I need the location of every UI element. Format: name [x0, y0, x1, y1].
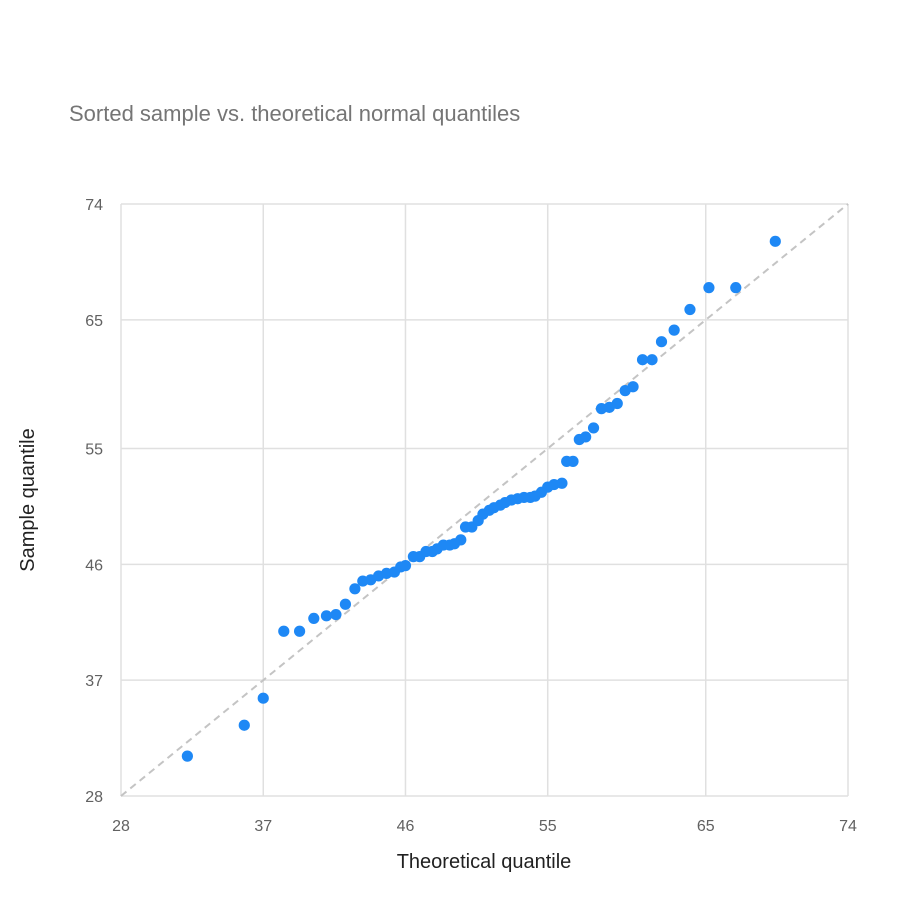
data-point [349, 583, 361, 595]
x-tick-label: 37 [254, 818, 272, 835]
data-point [627, 381, 639, 393]
data-point [580, 431, 592, 443]
y-axis-title: Sample quantile [17, 428, 39, 571]
data-point [320, 610, 333, 622]
data-point [308, 612, 320, 625]
data-point [611, 397, 623, 410]
reference-line [120, 203, 849, 797]
data-point [238, 719, 250, 731]
data-point [399, 560, 412, 572]
y-tick-label: 55 [85, 442, 103, 459]
data-point [257, 692, 269, 704]
data-point [455, 534, 467, 546]
chart-title: Sorted sample vs. theoretical normal qua… [69, 101, 520, 126]
y-tick-label: 74 [85, 197, 103, 214]
data-point [703, 282, 715, 294]
data-point [684, 303, 696, 316]
x-tick-labels: 28 37 46 55 65 74 [112, 818, 857, 835]
y-tick-label: 46 [85, 557, 103, 574]
x-tick-label: 55 [539, 818, 557, 835]
data-point [278, 625, 290, 637]
data-point [730, 282, 742, 294]
x-tick-label: 74 [839, 818, 857, 835]
grid [120, 203, 849, 797]
data-point [769, 235, 781, 247]
data-point [339, 598, 352, 610]
data-point [636, 354, 649, 366]
x-tick-label: 65 [697, 818, 715, 835]
data-points [181, 235, 781, 762]
x-tick-label: 28 [112, 818, 130, 835]
y-tick-label: 28 [85, 789, 103, 806]
data-point [655, 336, 668, 348]
data-point [330, 608, 342, 621]
data-point [293, 625, 306, 637]
data-point [646, 354, 658, 366]
y-tick-label: 65 [85, 313, 103, 330]
x-tick-label: 46 [397, 818, 415, 835]
data-point [567, 455, 579, 467]
data-point [668, 324, 680, 336]
y-tick-labels: 28 37 46 55 65 74 [85, 197, 103, 806]
data-point [556, 477, 568, 489]
y-tick-label: 37 [85, 673, 103, 690]
data-point [587, 422, 600, 434]
x-axis-title: Theoretical quantile [397, 851, 572, 873]
data-point [181, 750, 193, 762]
